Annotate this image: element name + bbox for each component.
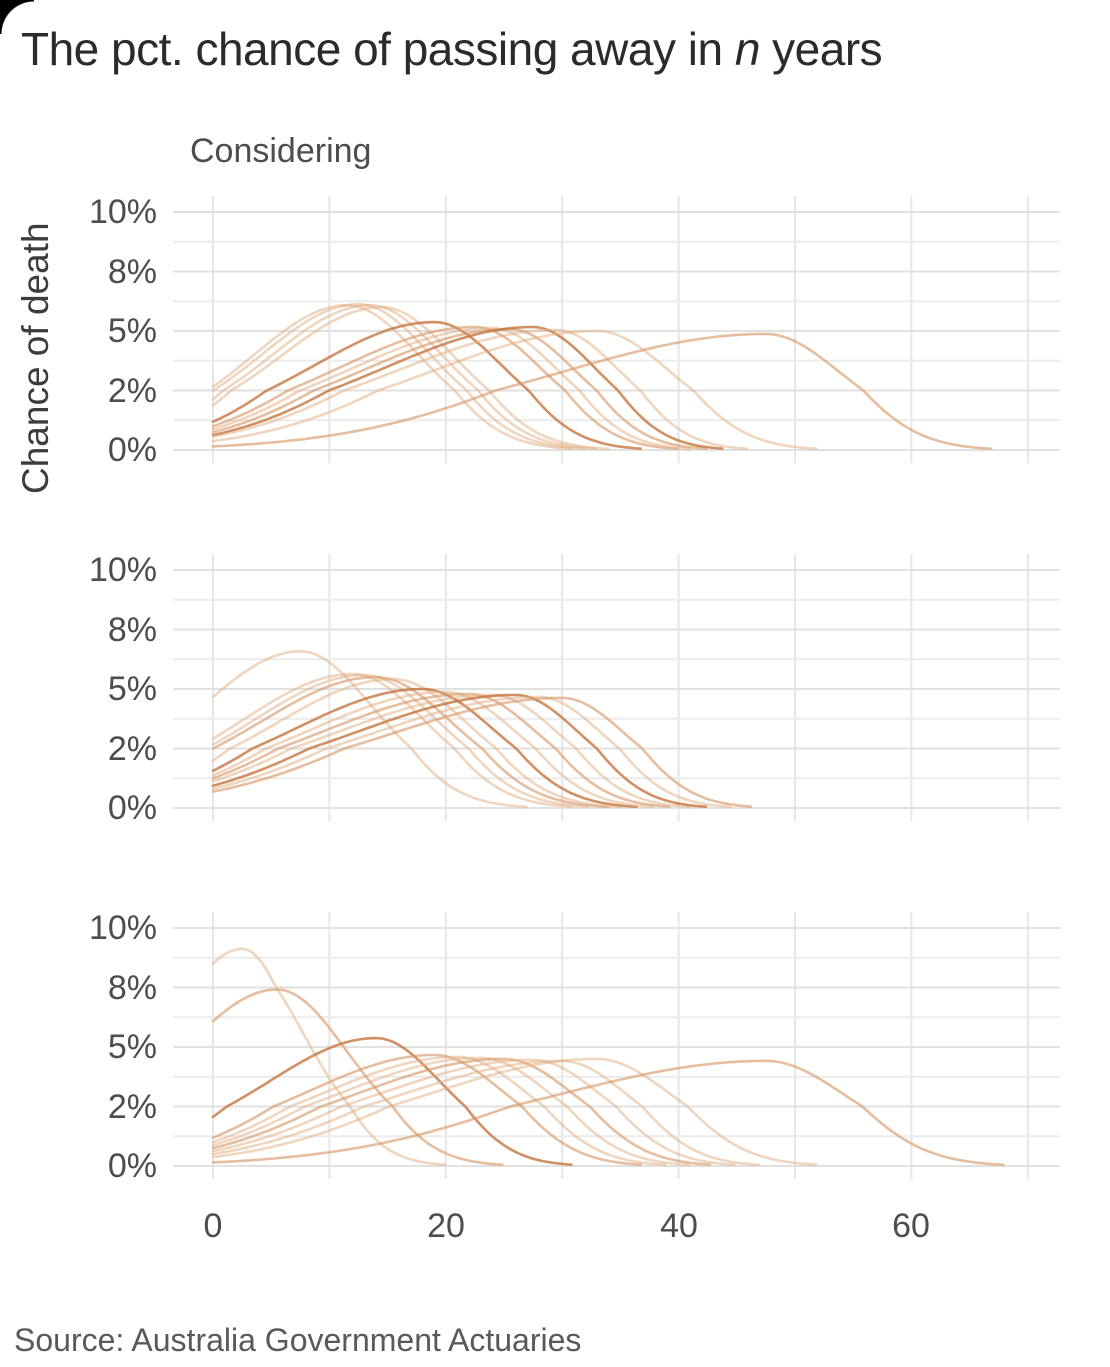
chart-title: The pct. chance of passing away in n yea… [21, 22, 883, 77]
y-tick-label: 5% [107, 312, 157, 350]
mortality-curve [211, 320, 643, 450]
x-tick-label: 0 [203, 1207, 223, 1245]
mortality-curve [211, 947, 447, 1167]
chart-title-text: The pct. chance of passing away in [21, 23, 735, 75]
mortality-curve [211, 696, 753, 808]
facet-panel-middle [173, 554, 1060, 821]
rounded-corner-mask [0, 0, 34, 34]
y-tick-label: 0% [107, 1147, 157, 1185]
mortality-curve [211, 1056, 691, 1167]
y-tick-label: 5% [107, 1028, 157, 1066]
mortality-curve [211, 1059, 761, 1166]
mortality-curve [211, 304, 598, 450]
mortality-curve [211, 329, 818, 450]
chart-title-text-end: years [759, 23, 883, 75]
y-tick-label: 0% [107, 789, 157, 827]
y-tick-label: 10% [88, 909, 157, 947]
facet-panel-top [173, 196, 1060, 463]
y-tick-label: 10% [88, 193, 157, 231]
y-axis-title: Chance of death [15, 222, 56, 494]
y-tick-label: 8% [107, 968, 157, 1007]
mortality-curve [211, 305, 610, 451]
y-tick-label: 0% [107, 431, 157, 469]
mortality-curve [211, 1057, 818, 1166]
mortality-curve [211, 687, 638, 808]
mortality-curve [211, 1059, 1005, 1167]
y-tick-label: 10% [88, 551, 157, 589]
mortality-curve [211, 692, 671, 808]
mortality-curve [211, 988, 504, 1166]
facet-panel-bottom [173, 912, 1060, 1179]
mortality-curve [211, 328, 748, 450]
mortality-curve [211, 1053, 643, 1166]
mortality-curve [211, 693, 708, 808]
x-tick-label: 20 [427, 1207, 465, 1245]
chart-title-italic-n: n [734, 23, 761, 75]
mortality-curve [211, 1058, 736, 1166]
mortality-curve [211, 327, 708, 450]
mortality-curve [211, 325, 724, 450]
mortality-curve [211, 693, 691, 809]
mortality-curve [211, 1057, 712, 1166]
y-tick-label: 8% [107, 252, 157, 291]
y-tick-label: 2% [107, 729, 157, 768]
mortality-curve [211, 325, 679, 450]
panel-plot-area [173, 912, 1060, 1179]
mortality-curve [211, 650, 528, 809]
mortality-curve [211, 695, 732, 809]
y-tick-label: 5% [107, 670, 157, 708]
mortality-curve [211, 673, 590, 808]
panel-plot-area [173, 554, 1060, 821]
y-tick-label: 2% [107, 1087, 157, 1126]
legend-title: Considering [190, 132, 372, 170]
y-tick-label: 2% [107, 371, 157, 410]
panel-plot-area [173, 196, 1060, 463]
x-tick-label: 40 [660, 1207, 698, 1245]
mortality-curve [211, 677, 622, 809]
mortality-curve [211, 326, 691, 451]
mortality-curve [211, 332, 993, 450]
x-tick-label: 60 [892, 1207, 930, 1245]
mortality-curve [211, 302, 585, 450]
mortality-curve [211, 690, 655, 808]
mortality-curve [211, 1036, 573, 1166]
y-tick-label: 8% [107, 610, 157, 649]
mortality-curve [211, 1055, 667, 1166]
source-note: Source: Australia Government Actuaries [14, 1322, 582, 1358]
